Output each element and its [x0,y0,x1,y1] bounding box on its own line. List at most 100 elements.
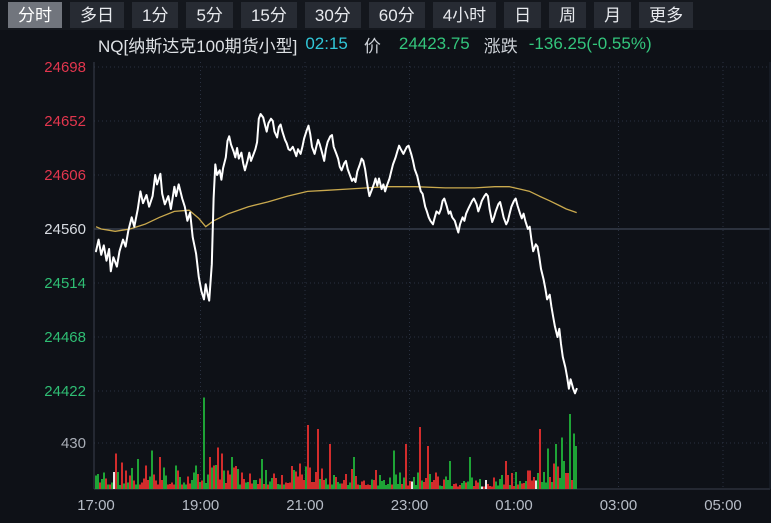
volume-bar [235,465,237,489]
tab-multiday[interactable]: 多日 [70,2,124,28]
volume-bar [267,484,269,489]
volume-bar [339,483,341,489]
volume-bar [319,479,321,489]
volume-bar [409,481,411,489]
volume-bar [455,483,457,489]
volume-bar [537,473,539,489]
x-axis-label: 03:00 [600,497,638,514]
tab-timesharing[interactable]: 分时 [8,2,62,28]
volume-bar [553,463,555,489]
volume-bar [337,482,339,489]
volume-bar [479,479,481,489]
volume-bar [121,462,123,489]
volume-bar [567,472,569,489]
volume-bar [125,470,127,489]
volume-bar [497,485,499,489]
volume-bar [483,486,485,489]
volume-bar [473,485,475,489]
change-value: -136.25(-0.55%) [528,34,652,53]
volume-bar [127,482,129,489]
tab-60min[interactable]: 60分 [368,2,425,28]
volume-bar [389,477,391,489]
volume-bar [165,475,167,489]
volume-bar [187,476,189,489]
volume-bar [489,485,491,489]
volume-bar [229,474,231,489]
volume-bar [539,429,541,489]
tab-4hour[interactable]: 4小时 [432,2,497,28]
volume-bar [283,484,285,489]
volume-bar [225,483,227,489]
volume-bar [481,486,483,489]
volume-bar [493,477,495,489]
volume-bar [317,429,319,489]
volume-bar [379,474,381,489]
volume-bar [427,446,429,489]
tab-15min[interactable]: 15分 [240,2,297,28]
volume-bar [523,483,525,489]
volume-bar [233,467,235,489]
volume-bar [439,485,441,489]
volume-bar [211,467,213,489]
volume-bar [543,472,545,489]
volume-bar [511,473,513,489]
volume-bar [171,482,173,489]
volume-bar [289,482,291,489]
tab-more[interactable]: 更多 [639,2,694,28]
price-label: 价 [363,36,381,56]
volume-bar [311,481,313,489]
volume-bar [107,484,109,489]
volume-bar [367,484,369,489]
volume-bar [359,484,361,489]
volume-bar [301,474,303,489]
volume-bar [245,482,247,489]
volume-bar [241,472,243,489]
volume-bar [177,470,179,489]
volume-bar [157,484,159,489]
tab-week[interactable]: 周 [549,2,587,28]
price-line [95,113,578,395]
volume-bar [179,477,181,489]
volume-bar [169,484,171,489]
y-axis-label: 24698 [44,59,86,76]
volume-bar [573,433,575,489]
volume-bar [279,484,281,489]
volume-bar [351,469,353,489]
volume-bar [361,481,363,489]
volume-bar [149,476,151,489]
volume-bar [387,484,389,489]
volume-bar [399,472,401,489]
volume-bar [271,477,273,489]
tab-30min[interactable]: 30分 [304,2,361,28]
volume-bar [457,486,459,489]
volume-bar [103,472,105,489]
tab-day[interactable]: 日 [504,2,542,28]
y-axis-label: 24652 [44,113,86,130]
volume-bar [113,472,115,489]
tab-month[interactable]: 月 [594,2,632,28]
volume-bar [253,479,255,489]
volume-bar [105,478,107,489]
volume-bar [205,483,207,489]
volume-bar [99,482,101,489]
volume-bar [449,461,451,489]
volume-bar [217,447,219,489]
tab-1min[interactable]: 1分 [132,2,179,28]
volume-bar [119,484,121,489]
tab-5min[interactable]: 5分 [186,2,233,28]
volume-bar [249,473,251,489]
volume-bar [549,477,551,489]
volume-bar [251,483,253,489]
volume-bar [255,480,257,489]
volume-bar [115,453,117,489]
volume-bar [459,485,461,489]
volume-bar [571,480,573,489]
volume-bar [305,466,307,489]
x-axis-label: 05:00 [704,497,742,514]
volume-bar [293,469,295,489]
volume-bar [487,484,489,489]
volume-axis-label: 430 [61,435,86,452]
volume-bar [299,463,301,489]
